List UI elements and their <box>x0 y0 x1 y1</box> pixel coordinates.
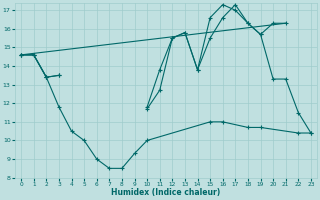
X-axis label: Humidex (Indice chaleur): Humidex (Indice chaleur) <box>111 188 221 197</box>
